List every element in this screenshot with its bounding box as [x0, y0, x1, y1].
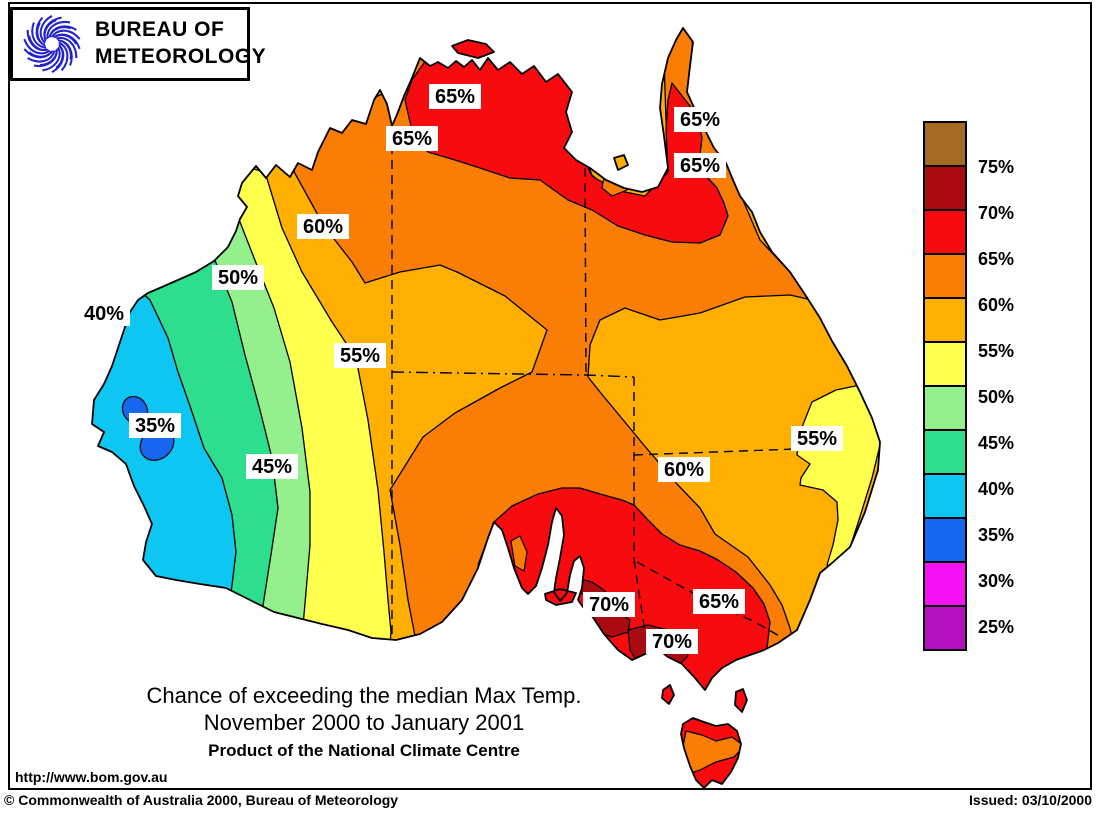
legend-swatches: [923, 121, 967, 651]
legend-label: 55%: [978, 341, 1015, 361]
svg-text:55%: 55%: [340, 345, 380, 367]
svg-text:55%: 55%: [797, 428, 837, 450]
map-frame: [8, 2, 1092, 790]
contour-label: 55%: [334, 343, 386, 368]
legend-swatch-30-35: [923, 517, 967, 563]
legend-label: 35%: [978, 525, 1015, 545]
legend-label: 70%: [978, 203, 1015, 223]
contour-label: 40%: [78, 301, 130, 326]
bureau-name-line2: METEOROLOGY: [95, 45, 267, 68]
map-title-line2: November 2000 to January 2001: [203, 710, 525, 735]
svg-text:65%: 65%: [699, 591, 739, 613]
legend-label: 60%: [978, 295, 1015, 315]
svg-text:70%: 70%: [589, 594, 629, 616]
legend-label: 25%: [978, 617, 1015, 637]
legend-swatch-70-75: [923, 165, 967, 211]
legend-label: 45%: [978, 433, 1015, 453]
svg-text:65%: 65%: [435, 86, 475, 108]
legend-swatch-60-65: [923, 253, 967, 299]
legend-swatch-40-45: [923, 429, 967, 475]
legend-swatch-25-30: [923, 561, 967, 607]
svg-text:65%: 65%: [392, 128, 432, 150]
legend-swatch-45-50: [923, 385, 967, 431]
bom-url: http://www.bom.gov.au: [15, 769, 168, 785]
border-sa-vic: [633, 559, 646, 633]
svg-text:60%: 60%: [664, 459, 704, 481]
contour-label: 70%: [646, 629, 698, 654]
legend-label: 75%: [978, 157, 1015, 177]
map-title-line1: Chance of exceeding the median Max Temp.: [146, 683, 582, 708]
legend-swatch-65-70: [923, 209, 967, 255]
band-60-65-pocket-eyre: [510, 535, 528, 572]
swirl-arms: [23, 15, 81, 73]
map-title-block: Chance of exceeding the median Max Temp.…: [128, 682, 600, 761]
contour-label: 35%: [129, 413, 181, 438]
border-26s: [391, 371, 635, 378]
svg-text:70%: 70%: [652, 631, 692, 653]
bom-cyclone-swirl-icon: [23, 15, 81, 73]
legend-swatch-35-40: [923, 473, 967, 519]
bureau-name: BUREAU OF METEOROLOGY: [95, 16, 266, 70]
contour-label: 65%: [674, 107, 726, 132]
legend-label: 30%: [978, 571, 1015, 591]
legend-swatch-75plus: [923, 121, 967, 167]
bureau-logo-box: BUREAU OF METEOROLOGY: [10, 7, 266, 81]
contour-label: 50%: [212, 265, 264, 290]
svg-text:35%: 35%: [135, 415, 175, 437]
contour-label: 65%: [674, 153, 726, 178]
svg-text:60%: 60%: [303, 216, 343, 238]
map-title-line3: Product of the National Climate Centre: [208, 741, 520, 760]
legend-swatch-50-55: [923, 341, 967, 387]
border-nsw-vic: [636, 561, 789, 642]
bureau-name-line1: BUREAU OF: [95, 18, 225, 41]
coastline: [91, 27, 881, 789]
contour-label: 60%: [297, 214, 349, 239]
swirl-eye: [45, 37, 59, 51]
probability-legend: 75% 70% 65% 60% 55% 50% 45% 40% 35% 30% …: [923, 121, 1014, 651]
copyright-notice: © Commonwealth of Australia 2000, Bureau…: [4, 792, 399, 808]
svg-text:65%: 65%: [680, 109, 720, 131]
svg-text:50%: 50%: [218, 267, 258, 289]
svg-text:40%: 40%: [84, 303, 124, 325]
svg-text:65%: 65%: [680, 155, 720, 177]
legend-swatch-55-60: [923, 297, 967, 343]
contour-labels: 65% 65% 65% 65% 60% 50% 40% 55% 35% 45% …: [78, 84, 843, 654]
contour-label: 60%: [658, 457, 710, 482]
legend-label: 40%: [978, 479, 1015, 499]
contour-label: 65%: [693, 589, 745, 614]
contour-label: 70%: [583, 592, 635, 617]
legend-label: 50%: [978, 387, 1015, 407]
contour-label: 65%: [429, 84, 481, 109]
svg-text:45%: 45%: [252, 456, 292, 478]
border-nt-qld: [584, 167, 587, 376]
border-qld-nsw: [633, 448, 796, 456]
legend-swatch-below25: [923, 605, 967, 651]
legend-label: 65%: [978, 249, 1015, 269]
contour-label: 65%: [386, 126, 438, 151]
contour-label: 45%: [246, 454, 298, 479]
issued-date: Issued: 03/10/2000: [969, 792, 1092, 808]
contour-label: 55%: [791, 426, 843, 451]
state-borders: [391, 130, 796, 642]
band-50-55-cairns-sliver: [752, 169, 771, 205]
